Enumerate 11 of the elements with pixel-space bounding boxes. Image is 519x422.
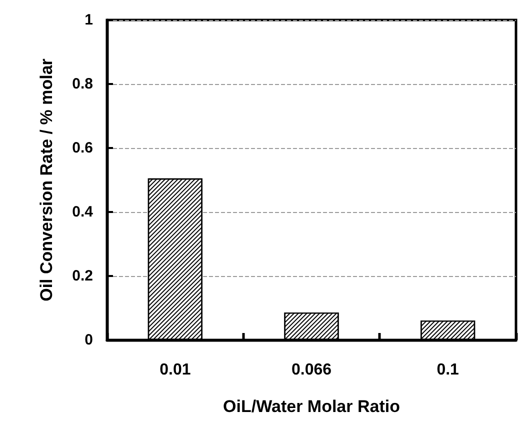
- y-axis-title: Oil Conversion Rate / % molar: [37, 58, 56, 302]
- x-tick-label: 0.066: [291, 362, 332, 378]
- y-tick-label: 1: [84, 12, 93, 28]
- x-tick-label: 0.01: [160, 362, 191, 378]
- y-tick-label: 0.6: [72, 140, 93, 156]
- y-tick-label: 0.4: [72, 204, 94, 220]
- y-tick-label: 0.2: [72, 268, 93, 284]
- y-tick-label: 0.8: [72, 76, 93, 92]
- x-tick-label: 0.1: [436, 362, 460, 378]
- y-tick-label: 0: [84, 332, 93, 348]
- x-axis-title: OiL/Water Molar Ratio: [223, 397, 400, 416]
